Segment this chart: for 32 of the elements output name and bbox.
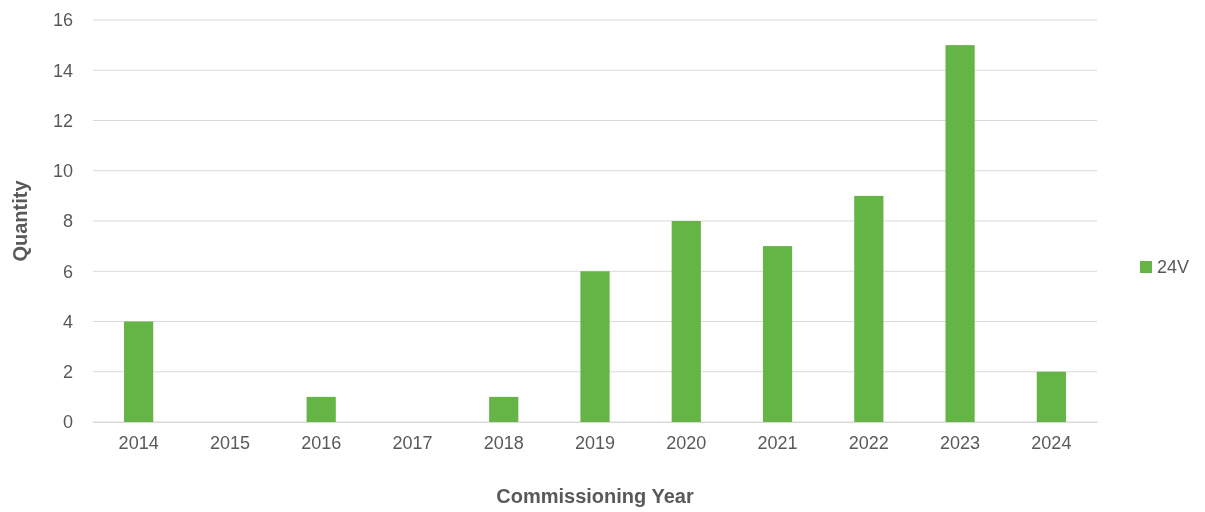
x-tick-label: 2017 — [392, 432, 433, 453]
x-tick-label: 2020 — [666, 432, 707, 453]
x-tick-label: 2016 — [301, 432, 342, 453]
bar — [580, 271, 610, 422]
bar — [124, 321, 154, 422]
x-tick-label: 2022 — [848, 432, 889, 453]
y-tick-label: 4 — [62, 311, 73, 332]
bar — [854, 195, 884, 422]
x-tick-label: 2021 — [757, 432, 798, 453]
x-tick-label: 2023 — [940, 432, 981, 453]
bar — [1036, 371, 1066, 422]
bar — [306, 396, 336, 422]
y-tick-label: 6 — [62, 261, 73, 282]
y-tick-label: 16 — [52, 10, 73, 31]
y-tick-label: 8 — [62, 211, 73, 232]
bar — [945, 45, 975, 422]
bar — [671, 221, 701, 422]
bar — [762, 246, 793, 422]
y-tick-label: 14 — [52, 60, 73, 81]
y-tick-label: 0 — [62, 412, 73, 433]
y-axis-title: Quantity — [9, 179, 31, 262]
x-tick-label: 2018 — [483, 432, 524, 453]
x-tick-label: 2014 — [118, 432, 159, 453]
legend-label: 24V — [1157, 257, 1190, 277]
bar — [489, 396, 519, 422]
y-tick-label: 10 — [52, 161, 73, 182]
x-tick-label: 2015 — [209, 432, 250, 453]
x-tick-label: 2019 — [574, 432, 616, 453]
x-tick-label: 2024 — [1031, 432, 1072, 453]
y-tick-label: 2 — [62, 362, 73, 383]
x-axis-title: Commissioning Year — [496, 485, 694, 507]
y-tick-label: 12 — [52, 110, 73, 131]
